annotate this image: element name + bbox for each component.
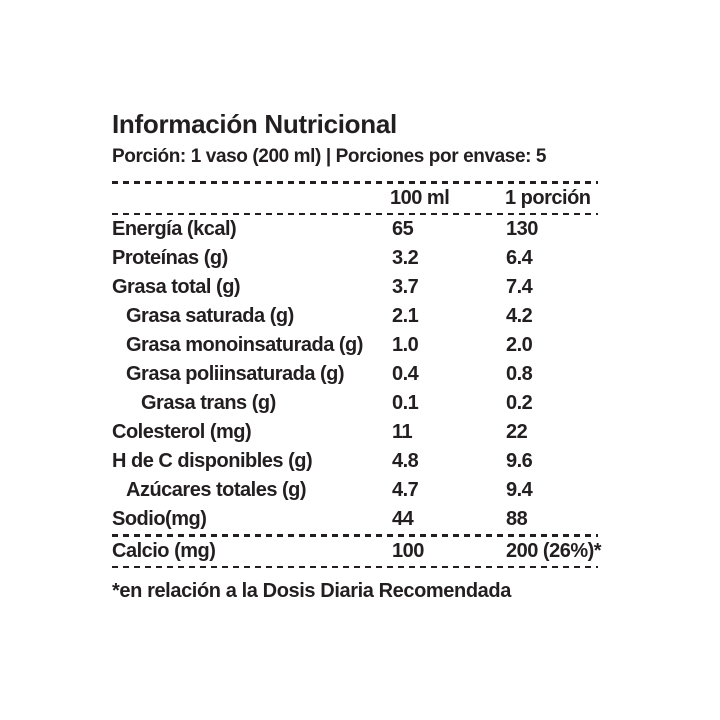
divider-bottom (112, 565, 598, 568)
divider-top (112, 181, 598, 184)
table-header-row: 100 ml 1 porción (112, 184, 622, 213)
row-label: Grasa poliinsaturada (g) (126, 363, 345, 385)
row-label: H de C disponibles (g) (112, 450, 313, 472)
row-label: Grasa monoinsaturada (g) (126, 334, 363, 356)
value-porcion: 22 (506, 421, 528, 443)
divider-calcio-top (112, 534, 598, 537)
value-porcion: 0.2 (506, 392, 533, 414)
value-porcion: 200 (26%)* (506, 539, 602, 562)
value-100ml: 44 (392, 508, 414, 530)
table-row: Proteínas (g) 3.2 6.4 (112, 244, 622, 273)
row-label: Proteínas (g) (112, 247, 228, 269)
table-row: Grasa monoinsaturada (g) 1.0 2.0 (112, 331, 622, 360)
value-porcion: 9.4 (506, 479, 533, 501)
value-porcion: 0.8 (506, 363, 533, 385)
divider-header (112, 212, 598, 215)
row-label: Energía (kcal) (112, 218, 237, 240)
row-label: Grasa trans (g) (141, 392, 276, 414)
table-row: Azúcares totales (g) 4.7 9.4 (112, 476, 622, 505)
value-porcion: 9.6 (506, 450, 533, 472)
table-row: H de C disponibles (g) 4.8 9.6 (112, 447, 622, 476)
value-porcion: 2.0 (506, 334, 533, 356)
value-100ml: 4.7 (392, 479, 419, 501)
value-100ml: 4.8 (392, 450, 419, 472)
value-100ml: 1.0 (392, 334, 419, 356)
table-row: Energía (kcal) 65 130 (112, 215, 622, 244)
row-label: Sodio(mg) (112, 508, 207, 530)
row-label: Calcio (mg) (112, 539, 216, 562)
value-100ml: 3.7 (392, 276, 419, 298)
page-title: Información Nutricional (112, 109, 397, 139)
value-100ml: 11 (392, 421, 413, 443)
value-100ml: 65 (392, 218, 414, 240)
footnote: *en relación a la Dosis Diaria Recomenda… (112, 580, 511, 602)
table-row: Grasa trans (g) 0.1 0.2 (112, 389, 622, 418)
value-100ml: 2.1 (392, 305, 419, 327)
table-row: Colesterol (mg) 11 22 (112, 418, 622, 447)
column-header-porcion: 1 porción (505, 186, 591, 209)
value-porcion: 4.2 (506, 305, 533, 327)
serving-info: Porción: 1 vaso (200 ml) | Porciones por… (112, 146, 547, 167)
table-row: Grasa total (g) 3.7 7.4 (112, 273, 622, 302)
value-porcion: 88 (506, 508, 528, 530)
value-porcion: 130 (506, 218, 538, 240)
table-row: Calcio (mg) 100 200 (26%)* (112, 537, 622, 566)
value-porcion: 6.4 (506, 247, 533, 269)
table-row: Grasa saturada (g) 2.1 4.2 (112, 302, 622, 331)
table-row: Grasa poliinsaturada (g) 0.4 0.8 (112, 360, 622, 389)
nutrition-facts-panel: Información Nutricional Porción: 1 vaso … (112, 106, 622, 603)
column-header-100ml: 100 ml (390, 186, 450, 209)
row-label: Azúcares totales (g) (126, 479, 307, 501)
value-100ml: 3.2 (392, 247, 419, 269)
value-porcion: 7.4 (506, 276, 533, 298)
table-row: Sodio(mg) 44 88 (112, 505, 622, 534)
row-label: Grasa total (g) (112, 276, 241, 298)
value-100ml: 100 (392, 539, 424, 562)
row-label: Grasa saturada (g) (126, 305, 294, 327)
value-100ml: 0.4 (392, 363, 419, 385)
value-100ml: 0.1 (392, 392, 419, 414)
row-label: Colesterol (mg) (112, 421, 252, 443)
